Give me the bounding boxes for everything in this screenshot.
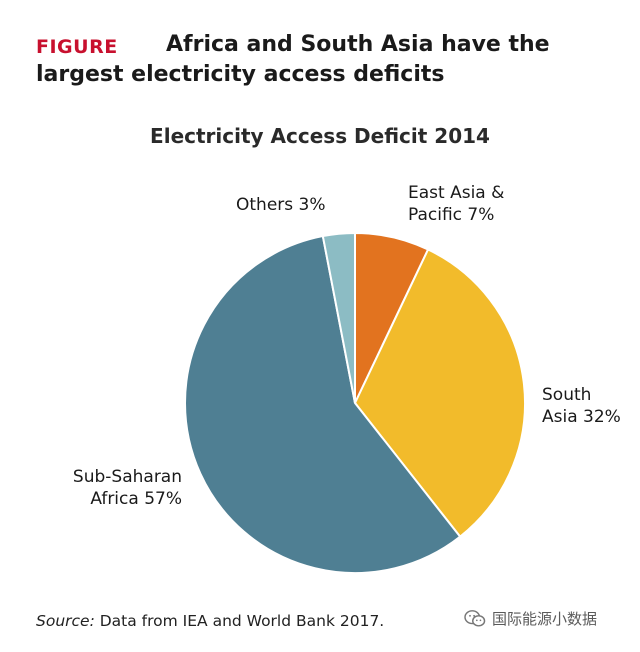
- slice-label-line: East Asia &: [408, 183, 505, 203]
- slice-label-line: Pacific 7%: [408, 205, 495, 225]
- slice-label-line: Asia 32%: [542, 407, 621, 427]
- slice-label-line: South: [542, 385, 592, 405]
- pie-slice-sub-saharan-africa: [184, 234, 462, 574]
- source-text: Data from IEA and World Bank 2017.: [94, 612, 385, 630]
- slice-label-sub-saharan-africa: Sub-Saharan Africa 57%: [54, 466, 182, 510]
- wechat-icon: [464, 609, 486, 627]
- slice-label-east-asia-pacific: East Asia & Pacific 7%: [408, 182, 504, 226]
- slice-label-line: Others 3%: [236, 195, 326, 215]
- chart-title: Electricity Access Deficit 2014: [150, 124, 490, 148]
- source-note: Source: Data from IEA and World Bank 201…: [36, 612, 384, 630]
- watermark: 国际能源小数据: [464, 608, 597, 629]
- slice-label-line: Sub-Saharan: [72, 467, 182, 487]
- slice-label-line: Africa 57%: [90, 489, 182, 509]
- watermark-text: 国际能源小数据: [492, 610, 598, 628]
- figure-title: Africa and South Asia have the largest e…: [36, 32, 550, 87]
- slice-label-others: Others 3%: [236, 194, 326, 216]
- pie-slice-others: [321, 231, 356, 404]
- slice-label-south-asia: South Asia 32%: [542, 384, 621, 428]
- source-prefix: Source:: [36, 612, 95, 630]
- pie-slice-south-asia: [353, 248, 526, 539]
- figure-header: FIGURE Africa and South Asia have the la…: [36, 30, 616, 90]
- figure-tag: FIGURE: [36, 36, 118, 58]
